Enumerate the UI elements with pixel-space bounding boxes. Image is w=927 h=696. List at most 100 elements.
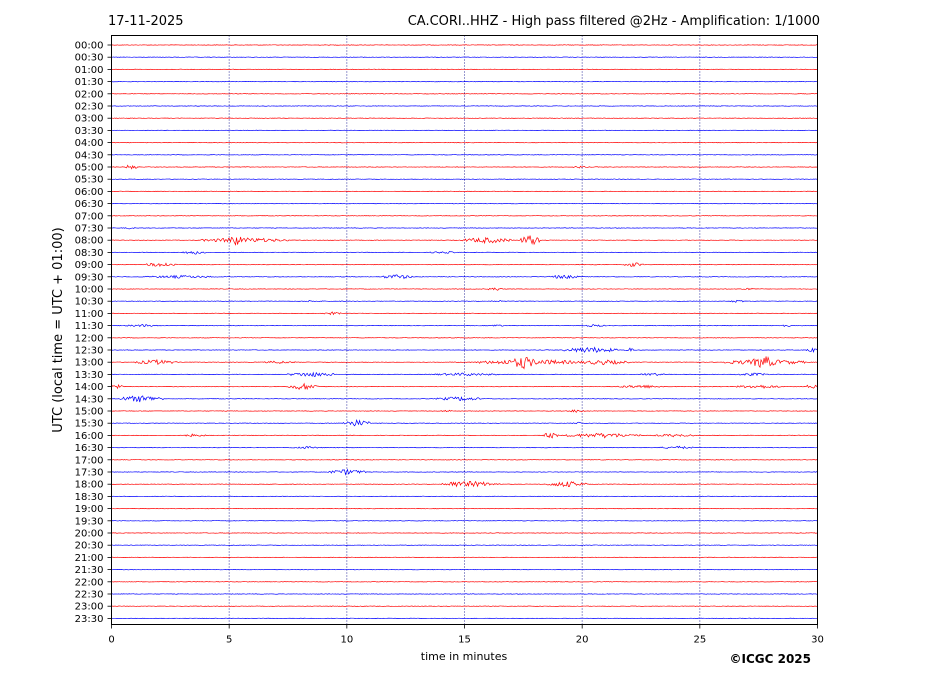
row-label-1330: 13:30	[75, 370, 104, 381]
row-label-1700: 17:00	[75, 455, 104, 466]
trace-2000	[111, 532, 818, 534]
row-label-0400: 04:00	[75, 138, 104, 149]
trace-1930	[111, 520, 818, 522]
trace-1400	[111, 382, 818, 391]
row-label-2000: 20:00	[75, 529, 104, 540]
trace-2100	[111, 556, 818, 559]
row-label-2130: 21:30	[75, 565, 104, 576]
trace-1430	[111, 395, 818, 403]
trace-1730	[111, 468, 818, 476]
trace-0200	[111, 93, 818, 95]
trace-0130	[111, 80, 818, 83]
row-label-0130: 01:30	[75, 77, 104, 88]
row-label-1800: 18:00	[75, 480, 104, 491]
trace-2300	[111, 605, 818, 607]
trace-1300	[111, 356, 818, 370]
trace-0600	[111, 190, 818, 193]
trace-2200	[111, 581, 818, 583]
row-label-0000: 00:00	[75, 41, 104, 52]
trace-0730	[111, 227, 818, 230]
trace-1030	[111, 299, 818, 303]
row-label-0430: 04:30	[75, 150, 104, 161]
row-label-0630: 06:30	[75, 199, 104, 210]
trace-0430	[111, 154, 818, 156]
row-label-1900: 19:00	[75, 504, 104, 515]
trace-0800	[111, 235, 818, 246]
row-label-0100: 01:00	[75, 65, 104, 76]
row-label-2200: 22:00	[75, 577, 104, 588]
row-label-0500: 05:00	[75, 163, 104, 174]
trace-0930	[111, 274, 818, 280]
trace-1500	[111, 409, 818, 413]
row-label-1130: 11:30	[75, 321, 104, 332]
x-tick-label-6: 30	[811, 635, 824, 646]
row-label-0600: 06:00	[75, 187, 104, 198]
x-tick-label-0: 0	[108, 635, 114, 646]
row-label-1300: 13:00	[75, 358, 104, 369]
chart-title: CA.CORI..HHZ - High pass filtered @2Hz -…	[408, 14, 820, 29]
row-label-1630: 16:30	[75, 443, 104, 454]
trace-0100	[111, 68, 818, 71]
trace-1900	[111, 507, 818, 510]
trace-1830	[111, 495, 818, 498]
trace-1130	[111, 324, 818, 328]
trace-0230	[111, 105, 818, 107]
x-tick-label-5: 25	[693, 635, 706, 646]
trace-0700	[111, 215, 818, 217]
row-label-1830: 18:30	[75, 492, 104, 503]
row-label-0930: 09:30	[75, 272, 104, 283]
trace-0900	[111, 262, 818, 268]
trace-2230	[111, 593, 818, 595]
trace-2030	[111, 544, 818, 546]
row-label-1200: 12:00	[75, 333, 104, 344]
row-label-1000: 10:00	[75, 285, 104, 296]
vertical-gridlines	[228, 35, 701, 625]
row-label-2330: 23:30	[75, 614, 104, 625]
row-label-0230: 02:30	[75, 102, 104, 113]
x-tick-label-2: 10	[340, 635, 353, 646]
trace-1230	[111, 346, 818, 353]
row-label-2300: 23:00	[75, 602, 104, 613]
row-label-2230: 22:30	[75, 590, 104, 601]
trace-1530	[111, 419, 818, 427]
row-label-1400: 14:00	[75, 382, 104, 393]
row-label-1500: 15:00	[75, 407, 104, 418]
row-label-0830: 08:30	[75, 248, 104, 259]
trace-0030	[111, 56, 818, 58]
trace-1200	[111, 337, 818, 339]
trace-1000	[111, 287, 818, 291]
trace-1630	[111, 445, 818, 450]
trace-0000	[111, 44, 818, 46]
trace-2130	[111, 568, 818, 571]
chart-date: 17-11-2025	[108, 14, 184, 29]
row-label-1600: 16:00	[75, 431, 104, 442]
row-label-0900: 09:00	[75, 260, 104, 271]
row-label-0700: 07:00	[75, 211, 104, 222]
trace-0830	[111, 251, 818, 255]
trace-0500	[111, 164, 818, 170]
row-label-1430: 14:30	[75, 394, 104, 405]
row-label-1530: 15:30	[75, 419, 104, 430]
row-label-1100: 11:00	[75, 309, 104, 320]
trace-2330	[111, 617, 818, 620]
x-tick-label-1: 5	[226, 635, 232, 646]
x-tick-label-3: 15	[458, 635, 471, 646]
trace-1800	[111, 480, 818, 488]
copyright-text: ©ICGC 2025	[729, 652, 811, 666]
x-axis-ticks: 0 5 10 15 20 25 30	[108, 624, 824, 646]
trace-0530	[111, 178, 818, 180]
row-label-0330: 03:30	[75, 126, 104, 137]
trace-1700	[111, 459, 818, 461]
x-axis-label: time in minutes	[421, 650, 508, 663]
y-axis-label: UTC (local time = UTC + 01:00)	[51, 227, 66, 432]
row-label-1230: 12:30	[75, 346, 104, 357]
row-label-1730: 17:30	[75, 468, 104, 479]
row-label-1030: 10:30	[75, 297, 104, 308]
row-label-0800: 08:00	[75, 236, 104, 247]
trace-0300	[111, 117, 818, 119]
trace-1100	[111, 311, 818, 316]
seismogram-traces	[111, 44, 818, 620]
trace-1330	[111, 371, 818, 377]
